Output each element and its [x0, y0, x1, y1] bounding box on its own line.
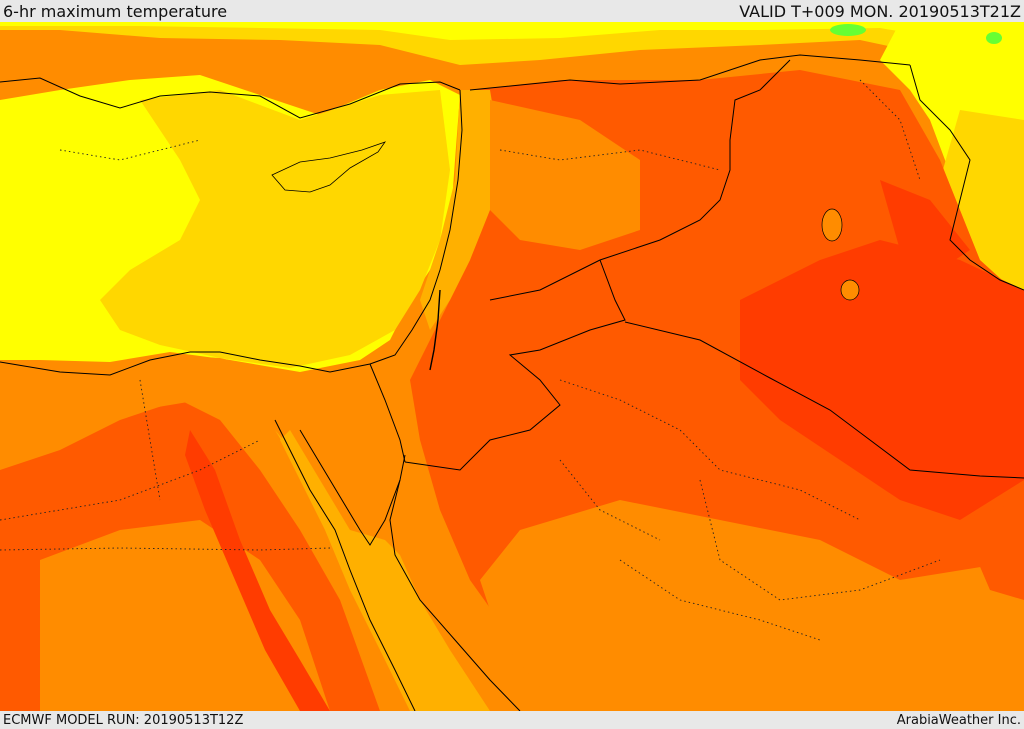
border-egypt-israel: [369, 363, 406, 463]
persian-gulf-hint: [960, 500, 1024, 600]
iraq-red-hot: [740, 240, 1024, 520]
temperature-map: [0, 22, 1024, 711]
egypt-orange-inset: [40, 520, 330, 711]
valid-time: VALID T+009 MON. 20190513T21Z: [739, 1, 1021, 21]
temperature-band-north-gold: [0, 22, 1024, 70]
internal-boundaries: [0, 79, 941, 641]
coastline-sinai: [299, 429, 406, 546]
red-sea-field: [280, 430, 490, 711]
lake-habbaniyah: [840, 279, 860, 301]
credit-label: ArabiaWeather Inc.: [896, 712, 1021, 728]
header-bar: 6-hr maximum temperature VALID T+009 MON…: [0, 0, 1024, 22]
cyprus-island: [271, 141, 387, 193]
syria-orange: [490, 100, 640, 250]
border-iran-iraq: [909, 64, 1024, 291]
nile-valley-red: [185, 430, 330, 711]
iraq-red-hot-2: [880, 180, 970, 270]
footer-bar: ECMWF MODEL RUN: 20190513T12Z ArabiaWeat…: [0, 711, 1024, 729]
lake-tharthar: [821, 208, 843, 242]
coastline-turkey-south: [0, 77, 461, 119]
cool-spot-turkey: [830, 24, 866, 36]
cool-spot-iran: [986, 32, 1002, 44]
border-syria-iraq: [489, 59, 791, 301]
arabia-orange-patch: [480, 500, 1024, 711]
gulf-of-suez: [275, 430, 368, 540]
map-title: 6-hr maximum temperature: [3, 1, 228, 21]
coastline-egypt: [0, 351, 371, 376]
model-run-label: ECMWF MODEL RUN: 20190513T12Z: [3, 712, 244, 728]
egypt-coast-orange: [0, 355, 300, 440]
coastline-red-sea-east: [389, 479, 521, 711]
temperature-band-north-yellow: [0, 22, 1024, 45]
coastline-levant: [369, 89, 463, 365]
dead-sea-jordan-river: [429, 289, 441, 371]
border-jordan-saudi: [404, 259, 626, 471]
border-iraq-saudi: [624, 321, 1024, 479]
temperature-ne-gold: [940, 110, 1024, 300]
coastline-red-sea-west: [274, 419, 416, 711]
border-syria-turkey: [469, 54, 911, 91]
